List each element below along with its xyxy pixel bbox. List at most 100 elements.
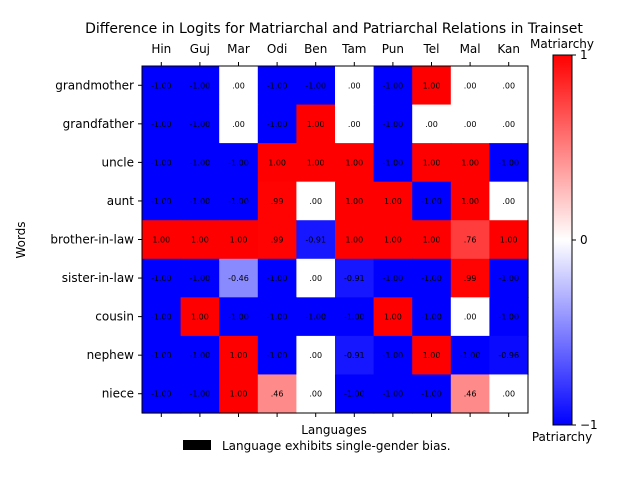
heatmap-cell: [489, 220, 529, 260]
cell-value-label: .00: [309, 197, 322, 206]
heatmap-cell: [180, 220, 220, 260]
cell-value-label: .00: [502, 197, 515, 206]
heatmap-cell: [142, 374, 182, 414]
cell-value-label: .00: [502, 390, 515, 399]
heatmap-cell: [257, 104, 297, 144]
colorbar-tick-label: −1: [580, 418, 598, 432]
cell-value-label: -1.00: [421, 313, 442, 322]
x-tick-label: Tam: [341, 42, 366, 56]
heatmap-cell: [257, 220, 297, 260]
heatmap-cell: [257, 181, 297, 221]
cell-value-label: -1.00: [498, 274, 519, 283]
cell-value-label: -1.00: [383, 120, 404, 129]
heatmap-cell: [489, 143, 529, 183]
heatmap-cell: [373, 66, 413, 106]
colorbar: 1 0 −1 Matriarchy Patriarchy: [530, 37, 598, 444]
heatmap-cell: [412, 66, 452, 106]
cell-value-label: -1.00: [228, 158, 249, 167]
x-axis-top-ticks: Hin Guj Mar Odi Ben Tam Pun Tel Mal Kan: [151, 42, 520, 66]
heatmap-cell: [180, 66, 220, 106]
colorbar-tick-label: 0: [580, 233, 588, 247]
heatmap-cell: [296, 297, 336, 337]
heatmap-cell: [142, 143, 182, 183]
cell-value-label: .00: [309, 351, 322, 360]
cell-value-label: -1.00: [421, 390, 442, 399]
heatmap-cell: [296, 104, 336, 144]
cell-value-label: -0.91: [344, 351, 365, 360]
cell-value-label: 1.00: [230, 390, 248, 399]
cell-value-label: -0.91: [305, 236, 326, 245]
heatmap-cell: [335, 297, 375, 337]
heatmap-cell: [489, 181, 529, 221]
cell-value-label: 1.00: [191, 313, 209, 322]
heatmap-cell: [412, 143, 452, 183]
heatmap-cell: [335, 220, 375, 260]
heatmap-cell: [373, 181, 413, 221]
cell-value-label: 1.00: [307, 158, 325, 167]
cell-value-label: -1.00: [267, 274, 288, 283]
cell-value-label: -1.00: [383, 274, 404, 283]
heatmap-cell: [180, 374, 220, 414]
cell-value-label: 1.00: [268, 158, 286, 167]
cell-value-label: 1.00: [345, 236, 363, 245]
heatmap-cell: [180, 258, 220, 298]
cell-value-label: .00: [425, 120, 438, 129]
cell-value-label: -1.00: [305, 81, 326, 90]
y-tick-label: sister-in-law: [62, 271, 134, 285]
heatmap-cell: [450, 258, 490, 298]
heatmap-cell: [257, 143, 297, 183]
cell-value-label: .00: [232, 120, 245, 129]
y-tick-label: uncle: [101, 155, 134, 169]
cell-value-label: -1.00: [190, 81, 211, 90]
heatmap-cell: [296, 181, 336, 221]
cell-value-label: .00: [464, 313, 477, 322]
colorbar-gradient: [552, 54, 573, 426]
heatmap-cell: [296, 335, 336, 376]
cell-value-label: .00: [464, 81, 477, 90]
heatmap-cell: [412, 220, 452, 260]
heatmap-cell: [373, 220, 413, 260]
cell-value-label: 1.00: [423, 236, 441, 245]
heatmap-cell: [335, 258, 375, 298]
cell-value-label: 1.00: [461, 158, 479, 167]
heatmap-cell: [489, 104, 529, 144]
x-axis-label: Languages: [301, 423, 366, 437]
y-tick-label: nephew: [87, 348, 135, 362]
cell-value-label: 1.00: [423, 351, 441, 360]
y-axis-label: Words: [14, 221, 28, 258]
heatmap-cell: [335, 66, 375, 106]
cell-value-label: -1.00: [383, 81, 404, 90]
cell-value-label: -1.00: [498, 313, 519, 322]
heatmap-cell: [142, 335, 182, 376]
heatmap-cell: [257, 297, 297, 337]
cell-value-label: 1.00: [384, 197, 402, 206]
cell-value-label: .00: [502, 81, 515, 90]
cell-value-label: -1.00: [190, 197, 211, 206]
cell-value-label: 1.00: [307, 120, 325, 129]
cell-value-label: -1.00: [151, 390, 172, 399]
heatmap-cell: [450, 66, 490, 106]
cell-value-label: .00: [464, 120, 477, 129]
cell-value-label: .99: [464, 274, 477, 283]
heatmap-cell: [180, 297, 220, 337]
cell-value-label: 1.00: [423, 158, 441, 167]
heatmap-cell: [373, 258, 413, 298]
cell-value-label: -1.00: [421, 197, 442, 206]
y-axis-ticks: grandmother grandfather uncle aunt brother-i…: [50, 78, 142, 401]
cell-value-label: -1.00: [151, 158, 172, 167]
heatmap-cell: [142, 297, 182, 337]
heatmap-cell: [257, 258, 297, 298]
heatmap-cell: [412, 181, 452, 221]
y-tick-label: grandfather: [63, 117, 134, 131]
y-tick-label: brother-in-law: [50, 233, 134, 247]
cell-value-label: -1.00: [421, 274, 442, 283]
heatmap-cell: [219, 66, 259, 106]
cell-value-label: -1.00: [383, 158, 404, 167]
cell-value-label: 1.00: [230, 236, 248, 245]
heatmap-cell: [296, 374, 336, 414]
heatmap-cell: [489, 335, 529, 376]
heatmap-cell: [450, 374, 490, 414]
heatmap-cell: [219, 258, 259, 298]
heatmap-cell: [412, 335, 452, 376]
heatmap-cell: [219, 374, 259, 414]
